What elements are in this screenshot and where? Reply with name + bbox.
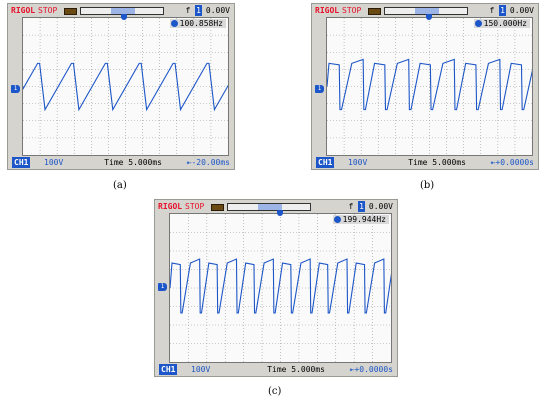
waveform-screen: 199.944Hz — [169, 213, 392, 363]
channel-ground-marker-icon: 1 — [315, 85, 324, 93]
waveform-screen: 150.000Hz — [326, 17, 533, 156]
run-state: STOP — [342, 6, 362, 15]
bottom-status-bar: CH1 100V Time 5.000ms ⇤+0.0000s — [314, 157, 536, 168]
channel-label: CH1 — [159, 364, 178, 375]
brand-label: RIGOL — [158, 202, 183, 211]
trigger-position-marker-icon — [277, 210, 283, 216]
caption-c: (c) — [268, 386, 282, 397]
frequency-readout: 150.000Hz — [473, 19, 530, 28]
channel-dot-icon — [333, 216, 341, 223]
trigger-channel-badge: 1 — [358, 201, 365, 212]
bottom-status-bar: CH1 100V Time 5.000ms ⇤-20.00ms — [10, 157, 232, 168]
waveform-trace — [327, 58, 532, 111]
time-offset: ⇤-20.00ms — [186, 158, 230, 167]
trigger-position-marker-icon — [426, 14, 432, 20]
timebase: Time 5.000ms — [267, 365, 325, 374]
status-bar: RIGOL STOP f 1 0.00V — [314, 5, 536, 16]
waveform-trace — [23, 62, 228, 112]
run-state: STOP — [185, 202, 205, 211]
channel-dot-icon — [170, 20, 178, 27]
oscilloscope-panel-b: RIGOL STOP f 1 0.00V 150.000Hz 1 CH1 100… — [311, 3, 539, 170]
channel-ground-marker-icon: 1 — [11, 85, 20, 93]
caption-b: (b) — [420, 180, 435, 191]
trigger-level: 0.00V — [509, 6, 534, 15]
trigger-indicator: f 1 — [349, 201, 365, 212]
time-offset: ⇤+0.0000s — [349, 365, 393, 374]
timebase: Time 5.000ms — [408, 158, 466, 167]
waveform-plot — [327, 18, 532, 155]
waveform-screen: 100.858Hz — [22, 17, 229, 156]
frequency-readout: 199.944Hz — [332, 215, 389, 224]
trigger-edge-icon: f — [185, 6, 191, 15]
battery-icon — [211, 204, 224, 211]
channel-dot-icon — [474, 20, 482, 27]
battery-icon — [368, 8, 381, 15]
channel-label: CH1 — [316, 157, 335, 168]
trigger-position-marker-icon — [121, 14, 127, 20]
channel-ground-marker-icon: 1 — [158, 283, 167, 291]
battery-icon — [64, 8, 77, 15]
channel-label: CH1 — [12, 157, 31, 168]
trigger-channel-badge: 1 — [499, 5, 506, 16]
volts-per-div: 100V — [191, 365, 211, 374]
frequency-readout: 100.858Hz — [169, 19, 226, 28]
trigger-channel-badge: 1 — [195, 5, 202, 16]
oscilloscope-panel-c: RIGOL STOP f 1 0.00V 199.944Hz 1 CH1 100… — [154, 199, 398, 377]
oscilloscope-panel-a: RIGOL STOP f 1 0.00V 100.858Hz 1 CH1 100… — [7, 3, 235, 170]
memory-depth-bar — [227, 203, 311, 211]
trigger-indicator: f 1 — [490, 5, 506, 16]
waveform-plot — [23, 18, 228, 155]
time-offset: ⇤+0.0000s — [490, 158, 534, 167]
status-bar: RIGOL STOP f 1 0.00V — [157, 201, 395, 212]
trigger-level: 0.00V — [368, 202, 393, 211]
brand-label: RIGOL — [11, 6, 36, 15]
waveform-plot — [170, 214, 391, 362]
brand-label: RIGOL — [315, 6, 340, 15]
volts-per-div: 100V — [348, 158, 368, 167]
bottom-status-bar: CH1 100V Time 5.000ms ⇤+0.0000s — [157, 364, 395, 375]
trigger-level: 0.00V — [205, 6, 230, 15]
caption-a: (a) — [113, 180, 127, 191]
trigger-edge-icon: f — [489, 6, 495, 15]
timebase: Time 5.000ms — [104, 158, 162, 167]
volts-per-div: 100V — [44, 158, 64, 167]
trigger-edge-icon: f — [348, 202, 354, 211]
run-state: STOP — [38, 6, 58, 15]
trigger-indicator: f 1 — [186, 5, 202, 16]
waveform-trace — [170, 258, 391, 314]
